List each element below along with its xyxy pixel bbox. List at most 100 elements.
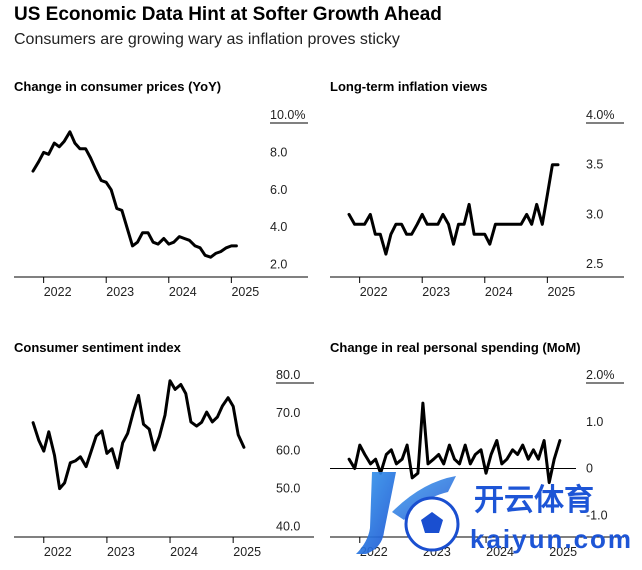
data-point xyxy=(379,472,382,475)
chart-svg-cpi: 2.0 4.0 6.0 8.0 10.0% 2022 2023 2024 2025 xyxy=(14,108,308,299)
data-point xyxy=(136,241,139,244)
data-point xyxy=(504,223,507,226)
x-tick-label: 2023 xyxy=(106,285,134,299)
data-point xyxy=(473,233,475,236)
data-point xyxy=(227,396,230,399)
x-tick-label: 2025 xyxy=(231,285,259,299)
data-point xyxy=(401,458,403,461)
x-tick-label: 2022 xyxy=(360,285,388,299)
data-point xyxy=(174,388,177,391)
data-point xyxy=(101,430,103,432)
data-point xyxy=(353,223,356,226)
data-point xyxy=(42,450,45,452)
x-tick-label: 2025 xyxy=(549,545,577,559)
data-point xyxy=(105,181,108,184)
chart-panel-inflation-views: Long-term inflation views 2.5 3.0 3.5 4.0% 2… xyxy=(330,79,640,309)
data-point xyxy=(58,145,61,148)
y-tick-label: 4.0 xyxy=(270,220,287,234)
data-point xyxy=(447,223,450,226)
data-point xyxy=(374,458,377,461)
data-point xyxy=(559,439,561,442)
data-point xyxy=(369,463,372,465)
data-point xyxy=(553,458,556,461)
data-point xyxy=(363,453,366,456)
data-point xyxy=(153,449,156,451)
data-point xyxy=(188,239,191,242)
x-tick-label: 2024 xyxy=(486,545,514,559)
data-point xyxy=(358,444,361,446)
data-point xyxy=(100,179,103,182)
data-point xyxy=(121,441,124,444)
data-point xyxy=(131,245,134,247)
x-tick-label: 2024 xyxy=(485,285,513,299)
data-point xyxy=(483,233,486,236)
data-point xyxy=(527,458,530,461)
x-tick-label: 2024 xyxy=(170,545,198,559)
data-point xyxy=(121,209,123,212)
data-point xyxy=(474,453,477,456)
y-tick-label: 60.0 xyxy=(276,444,300,458)
data-point xyxy=(448,444,451,446)
data-point xyxy=(84,147,87,150)
data-point xyxy=(485,472,487,475)
data-point xyxy=(385,253,387,256)
data-point xyxy=(95,435,98,437)
data-point xyxy=(172,241,175,244)
y-tick-label: 10.0% xyxy=(270,108,305,122)
data-point xyxy=(132,410,135,413)
data-point xyxy=(115,207,118,210)
data-point xyxy=(47,153,50,156)
data-point xyxy=(546,193,549,196)
data-point xyxy=(495,439,498,442)
data-point xyxy=(147,231,150,234)
data-point xyxy=(557,163,559,166)
y-tick-label: 4.0% xyxy=(586,108,615,122)
data-point xyxy=(79,455,82,458)
data-point xyxy=(532,448,535,451)
data-point xyxy=(406,444,408,446)
data-point xyxy=(374,233,377,236)
data-point xyxy=(395,223,397,226)
y-tick-label: 2.5 xyxy=(586,257,603,271)
data-point xyxy=(69,130,71,133)
data-point xyxy=(79,147,81,150)
chart-svg-sentiment: 40.0 50.0 60.0 70.0 80.0 2022 2023 2024 2025 xyxy=(14,368,314,559)
data-point xyxy=(464,444,467,446)
data-point xyxy=(90,450,92,453)
data-point xyxy=(468,203,470,206)
page-title: US Economic Data Hint at Softer Growth A… xyxy=(14,4,442,25)
data-point xyxy=(167,243,170,246)
data-point xyxy=(63,140,66,143)
data-point xyxy=(437,223,439,226)
data-point xyxy=(395,463,398,465)
data-point xyxy=(184,392,187,395)
data-point xyxy=(106,452,108,455)
data-point xyxy=(126,432,129,435)
data-point xyxy=(457,223,460,226)
data-point xyxy=(126,226,128,229)
data-point xyxy=(178,235,181,238)
page-subtitle: Consumers are growing wary as inflation … xyxy=(14,31,400,48)
data-point xyxy=(499,223,502,226)
y-tick-label: 80.0 xyxy=(276,368,300,382)
data-point xyxy=(37,160,40,163)
data-point xyxy=(47,430,50,433)
data-point xyxy=(205,411,208,413)
y-tick-label: 40.0 xyxy=(276,519,300,533)
data-point xyxy=(543,439,545,442)
chart-panel-cpi: Change in consumer prices (YoY) 2.0 4.0 6.… xyxy=(14,79,324,309)
data-point xyxy=(515,223,517,226)
chart-panel-spending: Change in real personal spending (MoM) -… xyxy=(330,340,640,570)
data-point xyxy=(53,142,56,144)
data-point xyxy=(230,245,233,247)
series-line xyxy=(347,163,560,256)
data-point xyxy=(110,188,113,191)
data-point xyxy=(379,233,382,236)
data-point xyxy=(69,461,72,464)
chart-svg-spending: -1.0 0 1.0 2.0% 2022 2023 2024 2025 xyxy=(330,368,624,559)
data-point xyxy=(369,213,372,216)
data-point xyxy=(521,444,524,446)
data-point xyxy=(469,463,472,465)
data-point xyxy=(42,151,45,154)
series-line xyxy=(347,401,562,485)
